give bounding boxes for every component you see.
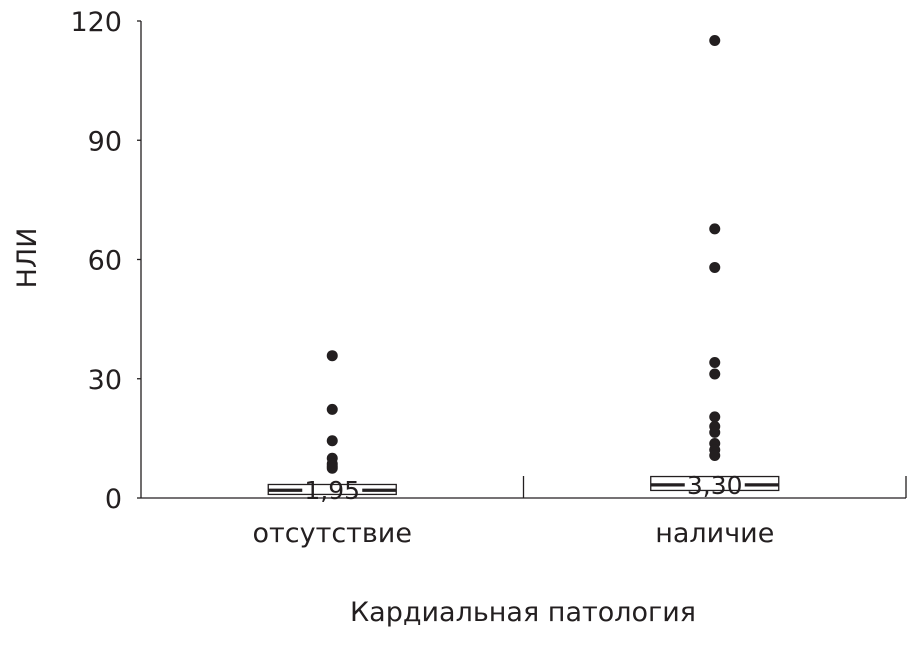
y-tick-label: 90 (88, 126, 122, 157)
x-ticks (522, 476, 907, 498)
outlier-point (326, 350, 338, 362)
plot-marks: 1,95 отсутствие 3,30 наличие (253, 34, 780, 549)
outlier-point (709, 411, 721, 423)
category-label: отсутствие (253, 518, 412, 549)
y-axis: 0 30 60 90 120 (70, 7, 142, 515)
outlier-point (709, 223, 721, 235)
outlier-point (709, 356, 721, 368)
x-axis-label: Кардиальная патология (350, 597, 696, 628)
outlier-point (709, 368, 721, 380)
outlier-point (326, 462, 338, 474)
median-label: 3,30 (687, 471, 743, 500)
x-axis (141, 476, 907, 499)
y-tick-label: 120 (70, 7, 122, 38)
group-2: 3,30 наличие (650, 34, 780, 549)
outlier-point (709, 261, 721, 273)
y-tick-label: 30 (88, 365, 122, 396)
category-label: наличие (655, 518, 774, 549)
outlier-point (709, 34, 721, 46)
y-axis-label: НЛИ (12, 228, 43, 289)
outlier-point (709, 426, 721, 438)
outlier-point (709, 449, 721, 461)
y-tick-label: 60 (88, 246, 122, 277)
group-1: 1,95 отсутствие (253, 350, 412, 549)
outlier-point (326, 403, 338, 415)
y-tick-label: 0 (105, 484, 122, 515)
median-label: 1,95 (304, 476, 360, 505)
outlier-point (326, 435, 338, 447)
y-ticks: 0 30 60 90 120 (70, 7, 141, 515)
